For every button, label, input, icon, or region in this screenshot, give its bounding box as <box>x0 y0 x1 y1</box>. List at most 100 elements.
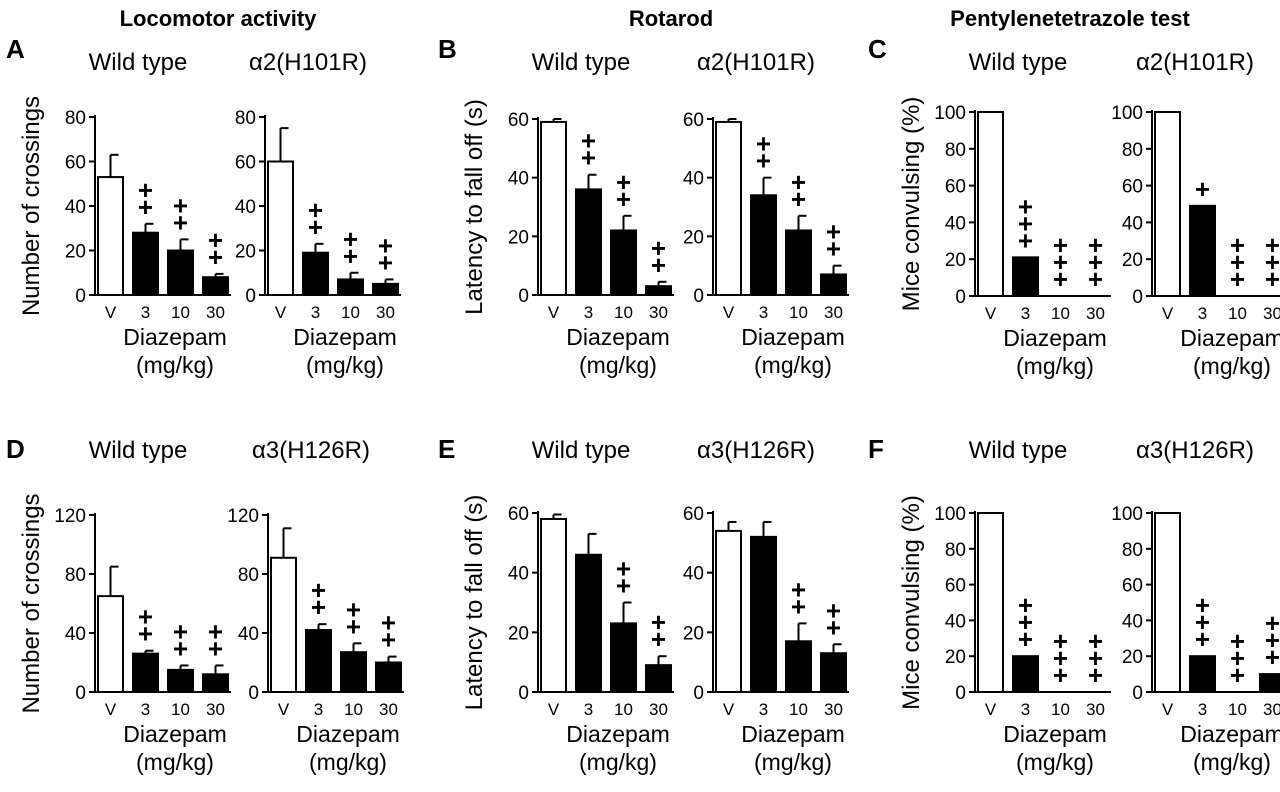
x-axis-label: (mg/kg) <box>1016 749 1094 775</box>
y-tick-label: 80 <box>65 108 86 129</box>
significance-marker: + <box>756 129 771 159</box>
panel-letter-e: E <box>438 434 455 464</box>
y-tick-label: 40 <box>65 197 86 218</box>
y-tick-label: 100 <box>934 103 966 124</box>
chart-subtitle: Wild type <box>532 437 631 464</box>
bar-V <box>1154 111 1181 297</box>
x-axis-label: (mg/kg) <box>579 749 657 775</box>
x-axis-label: (mg/kg) <box>1016 353 1094 379</box>
bar-30 <box>820 652 847 694</box>
significance-marker: + <box>1195 590 1210 620</box>
y-tick-label: 80 <box>945 140 966 161</box>
y-tick-label: 0 <box>75 286 86 307</box>
category-label: 10 <box>1228 700 1247 719</box>
bar-30 <box>202 673 229 693</box>
significance-marker: + <box>826 234 841 264</box>
category-label: V <box>723 303 735 322</box>
significance-marker: + <box>616 167 631 197</box>
significance-marker: + <box>1088 626 1103 656</box>
significance-marker: + <box>1018 607 1033 637</box>
significance-marker: + <box>346 594 361 624</box>
panel-letter-f: F <box>868 434 884 464</box>
panel-letter-a: A <box>6 34 25 64</box>
bar-3 <box>132 231 159 296</box>
category-label: 30 <box>824 303 843 322</box>
chart-subtitle: Wild type <box>89 49 188 76</box>
x-axis-label: (mg/kg) <box>306 352 384 378</box>
section-title-ptz: Pentylenetetrazole test <box>950 6 1190 31</box>
bar-30 <box>820 273 847 297</box>
significance-marker: + <box>138 175 153 205</box>
significance-marker: + <box>1018 208 1033 238</box>
significance-marker: + <box>651 233 666 263</box>
category-label: V <box>1162 304 1174 323</box>
bar-3 <box>750 535 777 693</box>
y-axis-label: Mice convulsing (%) <box>898 495 925 710</box>
chart-subtitle: α3(H126R) <box>697 437 815 464</box>
category-label: V <box>105 700 117 719</box>
chart-subtitle: α2(H101R) <box>249 49 367 76</box>
significance-marker: + <box>308 212 323 242</box>
y-tick-label: 60 <box>683 504 704 525</box>
significance-marker: + <box>173 633 188 663</box>
bar-10 <box>610 622 637 694</box>
y-tick-label: 0 <box>75 683 86 704</box>
significance-marker: + <box>346 611 361 641</box>
y-tick-label: 0 <box>955 287 966 308</box>
significance-marker: + <box>1265 642 1280 672</box>
significance-marker: + <box>343 224 358 254</box>
category-label: 3 <box>141 303 150 322</box>
y-tick-label: 0 <box>1132 287 1143 308</box>
section-title-rotarod: Rotarod <box>629 6 713 31</box>
significance-marker: + <box>791 591 806 621</box>
chart-subtitle: Wild type <box>532 49 631 76</box>
y-tick-label: 60 <box>683 110 704 131</box>
chart-subtitle: Wild type <box>89 437 188 464</box>
x-axis-label: (mg/kg) <box>754 352 832 378</box>
significance-marker: + <box>173 207 188 237</box>
significance-marker: + <box>381 608 396 638</box>
x-axis-label: Diazepam <box>123 324 227 350</box>
significance-marker: + <box>581 143 596 173</box>
chart-F-wt: Wild type 0 20 40 60 80 100 Mice convulsing (%)… <box>898 437 1111 775</box>
significance-marker: + <box>378 247 393 277</box>
y-tick-label: 60 <box>235 153 256 174</box>
y-tick-label: 60 <box>945 576 966 597</box>
y-tick-label: 20 <box>508 623 529 644</box>
significance-marker: + <box>1230 247 1245 277</box>
x-axis-label: Diazepam <box>741 721 845 747</box>
category-label: 30 <box>1086 304 1105 323</box>
significance-marker: + <box>826 217 841 247</box>
y-tick-label: 40 <box>235 197 256 218</box>
significance-marker: + <box>138 192 153 222</box>
category-label: 3 <box>584 700 593 719</box>
y-tick-label: 40 <box>238 624 259 645</box>
y-axis-label: Number of crossings <box>18 493 45 713</box>
x-axis-label: Diazepam <box>566 324 670 350</box>
significance-marker: + <box>1053 643 1068 673</box>
category-label: 10 <box>1051 304 1070 323</box>
x-axis-label: (mg/kg) <box>309 749 387 775</box>
significance-marker: + <box>381 625 396 655</box>
bar-V <box>977 512 1004 693</box>
bar-V <box>270 556 297 694</box>
significance-marker: + <box>208 616 223 646</box>
significance-marker: + <box>756 146 771 176</box>
chart-C-wt: Wild type 0 20 40 60 80 100 Mice convulsing (%)… <box>898 49 1111 379</box>
x-axis-label: Diazepam <box>566 721 670 747</box>
y-tick-label: 80 <box>238 565 259 586</box>
bar-V <box>715 120 742 296</box>
category-label: 30 <box>206 303 225 322</box>
x-axis-label: (mg/kg) <box>754 749 832 775</box>
y-tick-label: 40 <box>945 611 966 632</box>
significance-marker: + <box>1053 230 1068 260</box>
panel-letter-d: D <box>6 434 25 464</box>
bar-3 <box>1012 655 1039 694</box>
category-label: 10 <box>1051 700 1070 719</box>
y-tick-label: 0 <box>518 683 529 704</box>
category-label: 10 <box>789 700 808 719</box>
category-label: 30 <box>824 700 843 719</box>
significance-marker: + <box>1053 660 1068 690</box>
